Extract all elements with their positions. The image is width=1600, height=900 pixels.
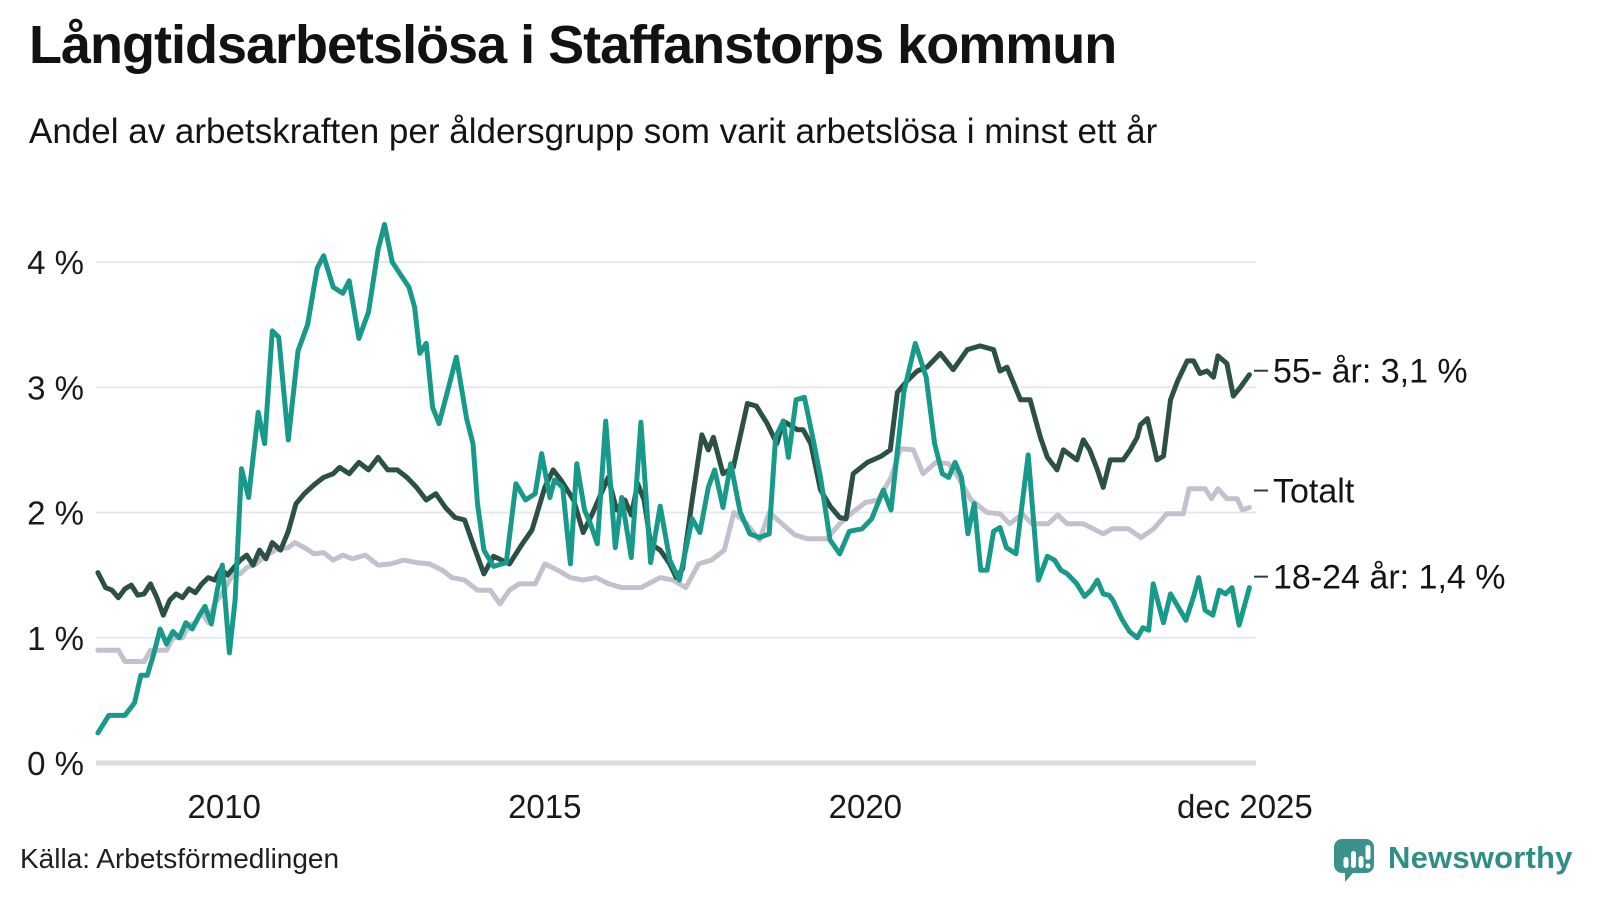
series-line-totalt — [95, 446, 1252, 664]
series-line-18-24-r — [95, 221, 1252, 736]
y-tick-label: 1 % — [27, 620, 84, 657]
newsworthy-logo: Newsworthy — [1330, 834, 1573, 882]
y-tick-label: 2 % — [27, 495, 84, 532]
x-tick-label: 2015 — [508, 788, 581, 825]
page-title: Långtidsarbetslösa i Staffanstorps kommu… — [29, 15, 1117, 75]
series-end-label-totalt: Totalt — [1273, 472, 1355, 510]
newsworthy-speech-bubble-bar-chart-icon — [1334, 839, 1374, 882]
page-subtitle: Andel av arbetskraften per åldersgrupp s… — [29, 112, 1158, 151]
x-tick-label: 2020 — [829, 788, 902, 825]
x-tick-label: 2010 — [188, 788, 261, 825]
series-end-label-18-24-r: 18-24 år: 1,4 % — [1273, 559, 1505, 597]
source-note: Källa: Arbetsförmedlingen — [20, 843, 340, 874]
y-tick-label: 3 % — [27, 369, 84, 406]
y-tick-label: 0 % — [27, 745, 84, 782]
newsworthy-wordmark: Newsworthy — [1388, 840, 1573, 875]
series-end-label-55-r: 55- år: 3,1 % — [1273, 353, 1468, 391]
y-tick-label: 4 % — [27, 244, 84, 281]
x-tick-label: dec 2025 — [1177, 788, 1313, 825]
